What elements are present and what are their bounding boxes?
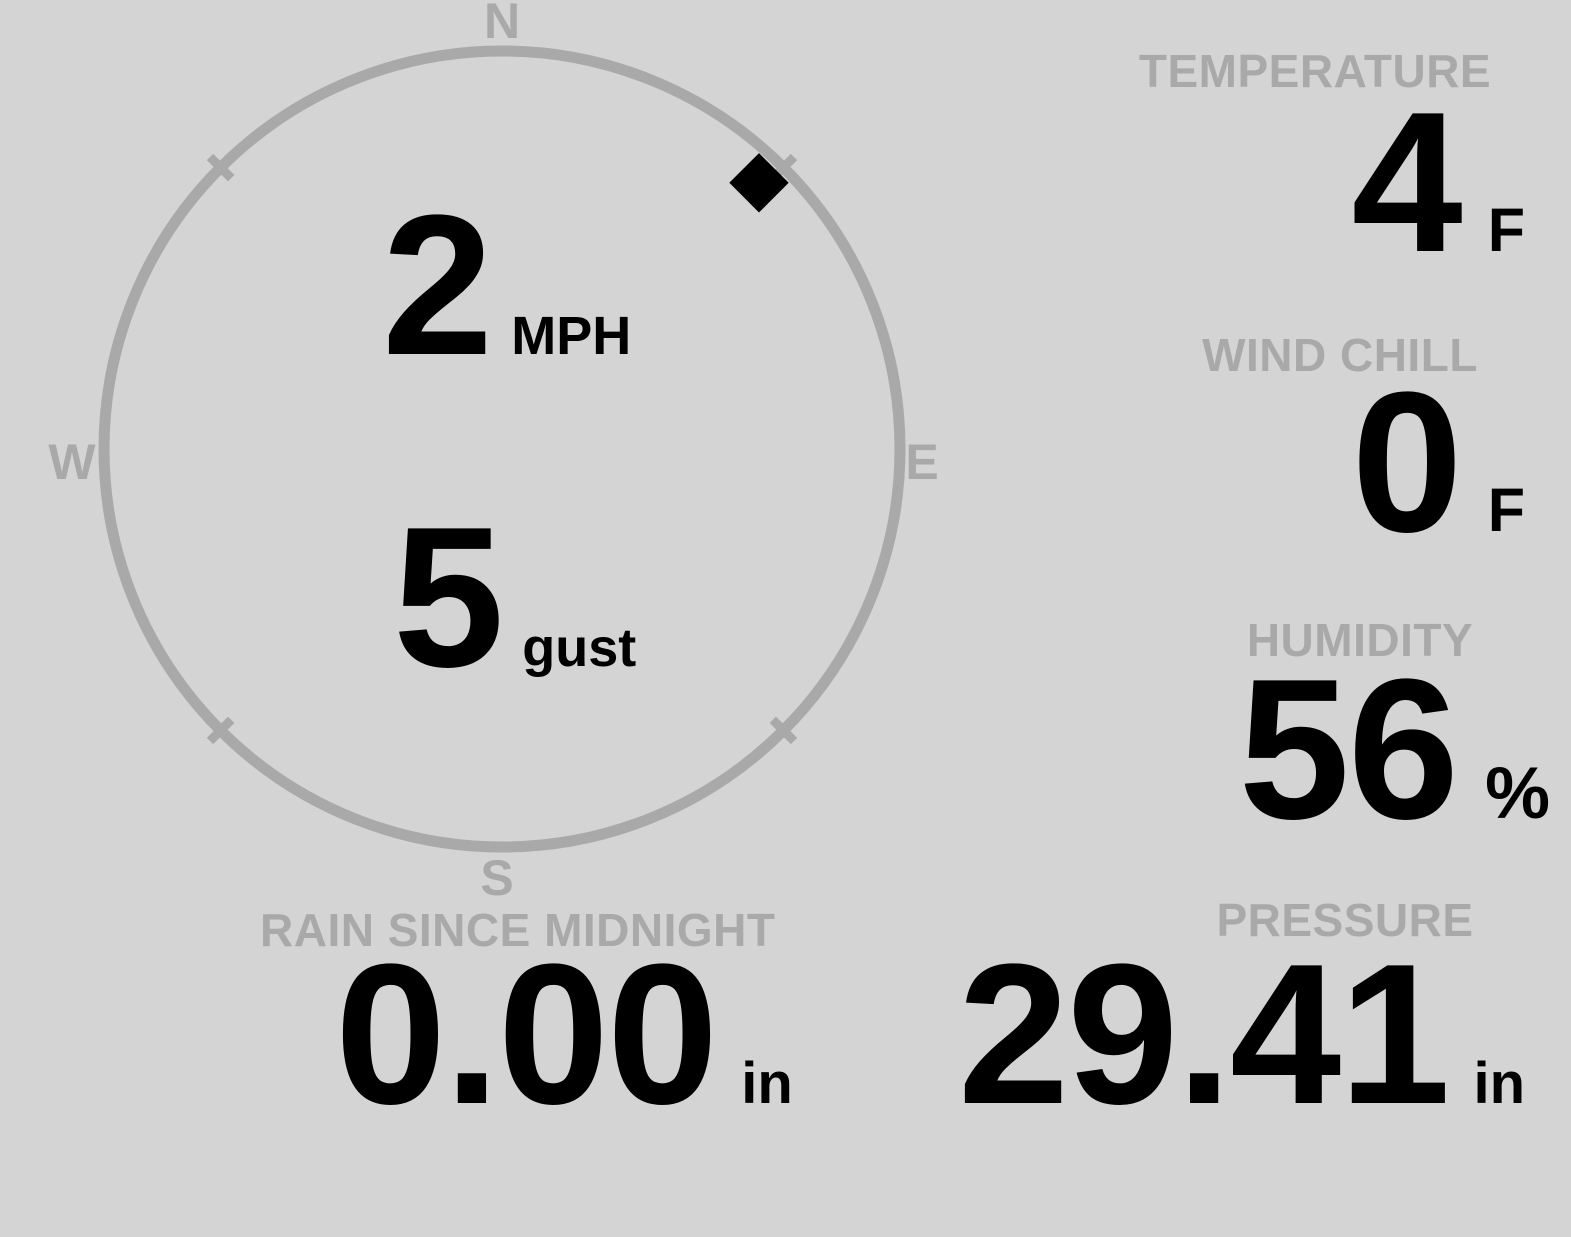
pressure-unit: in bbox=[1473, 1051, 1525, 1116]
compass-ring-graphic bbox=[98, 45, 906, 853]
pressure-label: PRESSURE bbox=[1216, 894, 1474, 946]
temperature-value: 4 bbox=[1351, 71, 1463, 294]
humidity-value-row: 56 % bbox=[1239, 650, 1550, 850]
compass-cardinal-north: N bbox=[483, 0, 521, 49]
wind-gust-unit: gust bbox=[522, 618, 637, 678]
pressure-value-row: 29.41 in bbox=[958, 935, 1525, 1135]
wind-chill-unit: F bbox=[1487, 476, 1525, 544]
temperature-label: TEMPERATURE bbox=[1138, 45, 1492, 97]
humidity-value: 56 bbox=[1238, 638, 1459, 861]
wind-chill-label: WIND CHILL bbox=[1202, 329, 1478, 381]
wind-speed-value-row: 2 MPH bbox=[382, 186, 631, 386]
humidity-unit: % bbox=[1485, 753, 1550, 834]
wind-chill-value-row: 0 F bbox=[1352, 363, 1526, 563]
wind-chill-value: 0 bbox=[1351, 351, 1463, 574]
temperature-value-row: 4 F bbox=[1352, 83, 1526, 283]
compass-tick-sw bbox=[206, 716, 235, 745]
compass-tick-se bbox=[769, 716, 798, 745]
rain-since-midnight-unit: in bbox=[741, 1051, 793, 1116]
humidity-label: HUMIDITY bbox=[1246, 614, 1474, 666]
compass-cardinal-south: S bbox=[480, 850, 514, 906]
rain-since-midnight-value: 0.00 bbox=[335, 923, 718, 1146]
compass-cardinal-east: E bbox=[905, 434, 939, 490]
compass-ring bbox=[98, 45, 906, 853]
compass-cardinal-west: W bbox=[48, 434, 96, 490]
pressure-value: 29.41 bbox=[957, 923, 1450, 1146]
wind-gust-value: 5 bbox=[393, 486, 504, 709]
wind-speed-unit: MPH bbox=[511, 306, 632, 366]
rain-since-midnight-label: RAIN SINCE MIDNIGHT bbox=[260, 904, 776, 956]
rain-since-midnight-value-row: 0.00 in bbox=[335, 935, 793, 1135]
wind-speed-value: 2 bbox=[382, 174, 493, 397]
wind-gust-value-row: 5 gust bbox=[393, 498, 636, 698]
wind-compass: N E S W 2 MPH 5 gust bbox=[0, 0, 1000, 910]
temperature-unit: F bbox=[1487, 196, 1525, 264]
compass-tick-nw bbox=[206, 153, 235, 182]
